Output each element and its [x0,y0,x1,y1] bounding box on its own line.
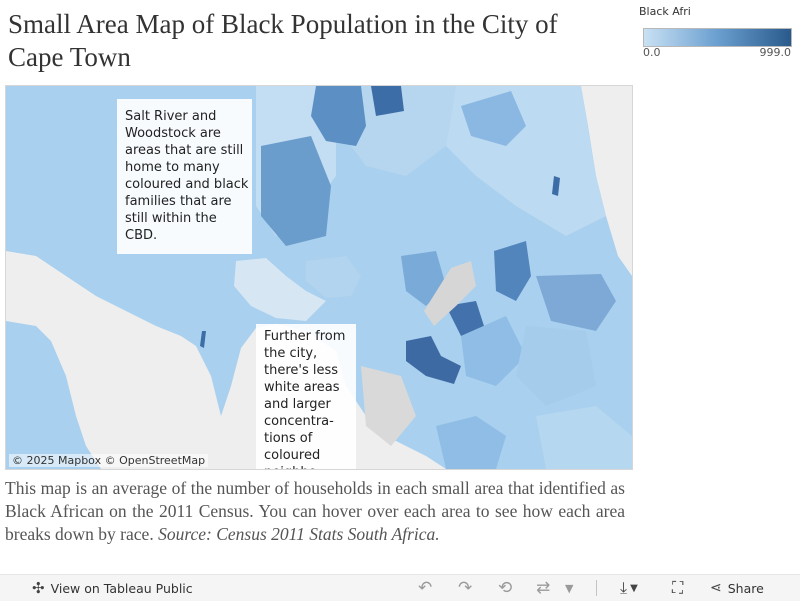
legend-gradient-bar [643,28,792,47]
caption-text: This map is an average of the number of … [5,478,625,544]
map-region[interactable] [234,258,326,321]
share-button[interactable]: ⋖ Share [710,578,764,598]
toolbar-divider [596,580,597,596]
map-region-high[interactable] [552,176,560,196]
download-icon[interactable]: ⤓ ▼ [620,578,638,597]
map-region-high[interactable] [406,336,461,384]
view-on-tableau-label: View on Tableau Public [50,580,193,596]
map-unpopulated [424,261,476,326]
fullscreen-icon[interactable]: ⛶ [672,578,684,597]
map-region[interactable] [461,316,526,386]
legend-min-label: 0.0 [643,46,661,59]
map-region[interactable] [306,256,361,298]
share-icon: ⋖ [710,580,722,596]
map-region[interactable] [401,251,446,306]
map-region-high[interactable] [446,301,484,336]
legend-title: Black Afri [639,5,691,18]
caption-source: Source: Census 2011 Stats South Africa. [158,524,440,544]
map-region-high[interactable] [371,86,404,116]
annotation-further-from-city: Further from the city, there's less whit… [256,324,356,469]
legend-max-label: 999.0 [759,46,792,59]
page-title: Small Area Map of Black Population in th… [8,9,558,72]
refresh-icon[interactable]: ⇄ [536,578,551,598]
map-region[interactable] [461,91,526,146]
map-region[interactable] [536,406,632,469]
map-unpopulated [361,366,416,446]
tableau-toolbar: ✣ View on Tableau Public ↶ ↷ ⟲ ⇄ ▼ ⤓ ▼ ⛶ … [0,574,800,601]
map-region-high[interactable] [261,136,331,246]
dropdown-icon[interactable]: ▼ [565,581,574,595]
peninsula-area [6,321,101,469]
map-region[interactable] [336,86,456,176]
undo-icon[interactable]: ↶ [418,578,433,598]
annotation-salt-river: Salt River and Woodstock are areas that … [117,99,252,254]
choropleth-map[interactable]: Salt River and Woodstock are areas that … [5,85,633,470]
map-region-high[interactable] [200,331,206,348]
map-region[interactable] [436,416,506,469]
map-attribution[interactable]: © 2025 Mapbox © OpenStreetMap [9,454,209,467]
map-region[interactable] [516,326,596,406]
tableau-logo-icon: ✣ [32,579,45,597]
caption: This map is an average of the number of … [5,477,625,546]
map-region-high[interactable] [311,86,366,146]
view-on-tableau-public-button[interactable]: ✣ View on Tableau Public [32,578,193,598]
redo-icon[interactable]: ↷ [458,578,473,598]
color-legend[interactable]: Black Afri 0.0 999.0 [636,4,796,59]
share-label: Share [727,580,764,596]
map-region[interactable] [536,274,616,331]
revert-icon[interactable]: ⟲ [498,578,513,598]
map-region-high[interactable] [494,241,531,301]
